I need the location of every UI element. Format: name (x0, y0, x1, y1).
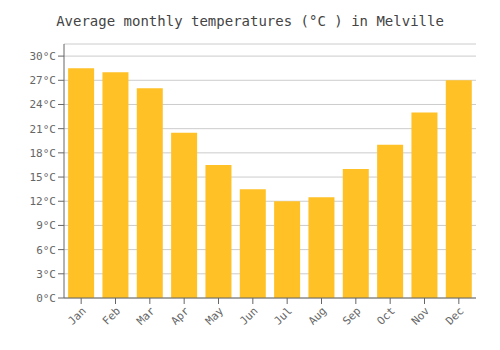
svg-text:Jul: Jul (272, 304, 295, 327)
svg-text:27°C: 27°C (30, 74, 57, 87)
svg-text:Oct: Oct (375, 304, 398, 327)
svg-text:Mar: Mar (134, 304, 158, 328)
svg-text:30°C: 30°C (30, 50, 57, 63)
svg-text:Jan: Jan (66, 304, 89, 327)
svg-text:0°C: 0°C (36, 292, 56, 305)
svg-text:9°C: 9°C (36, 219, 56, 232)
svg-text:Dec: Dec (443, 304, 466, 327)
svg-text:6°C: 6°C (36, 244, 56, 257)
svg-text:18°C: 18°C (30, 147, 57, 160)
svg-text:Feb: Feb (100, 304, 123, 327)
svg-text:Aug: Aug (306, 304, 329, 327)
svg-text:Nov: Nov (409, 304, 433, 328)
svg-text:3°C: 3°C (36, 268, 56, 281)
svg-text:24°C: 24°C (30, 98, 57, 111)
svg-text:May: May (203, 304, 227, 328)
svg-text:Sep: Sep (340, 304, 363, 327)
html-text:Average monthly temperatures (: Average monthly temperatures (°C ) in Me… (56, 13, 444, 29)
svg-text:Jun: Jun (237, 304, 260, 327)
svg-text:Apr: Apr (169, 304, 193, 328)
svg-text:15°C: 15°C (30, 171, 57, 184)
svg-text:12°C: 12°C (30, 195, 57, 208)
svg-text:21°C: 21°C (30, 123, 57, 136)
